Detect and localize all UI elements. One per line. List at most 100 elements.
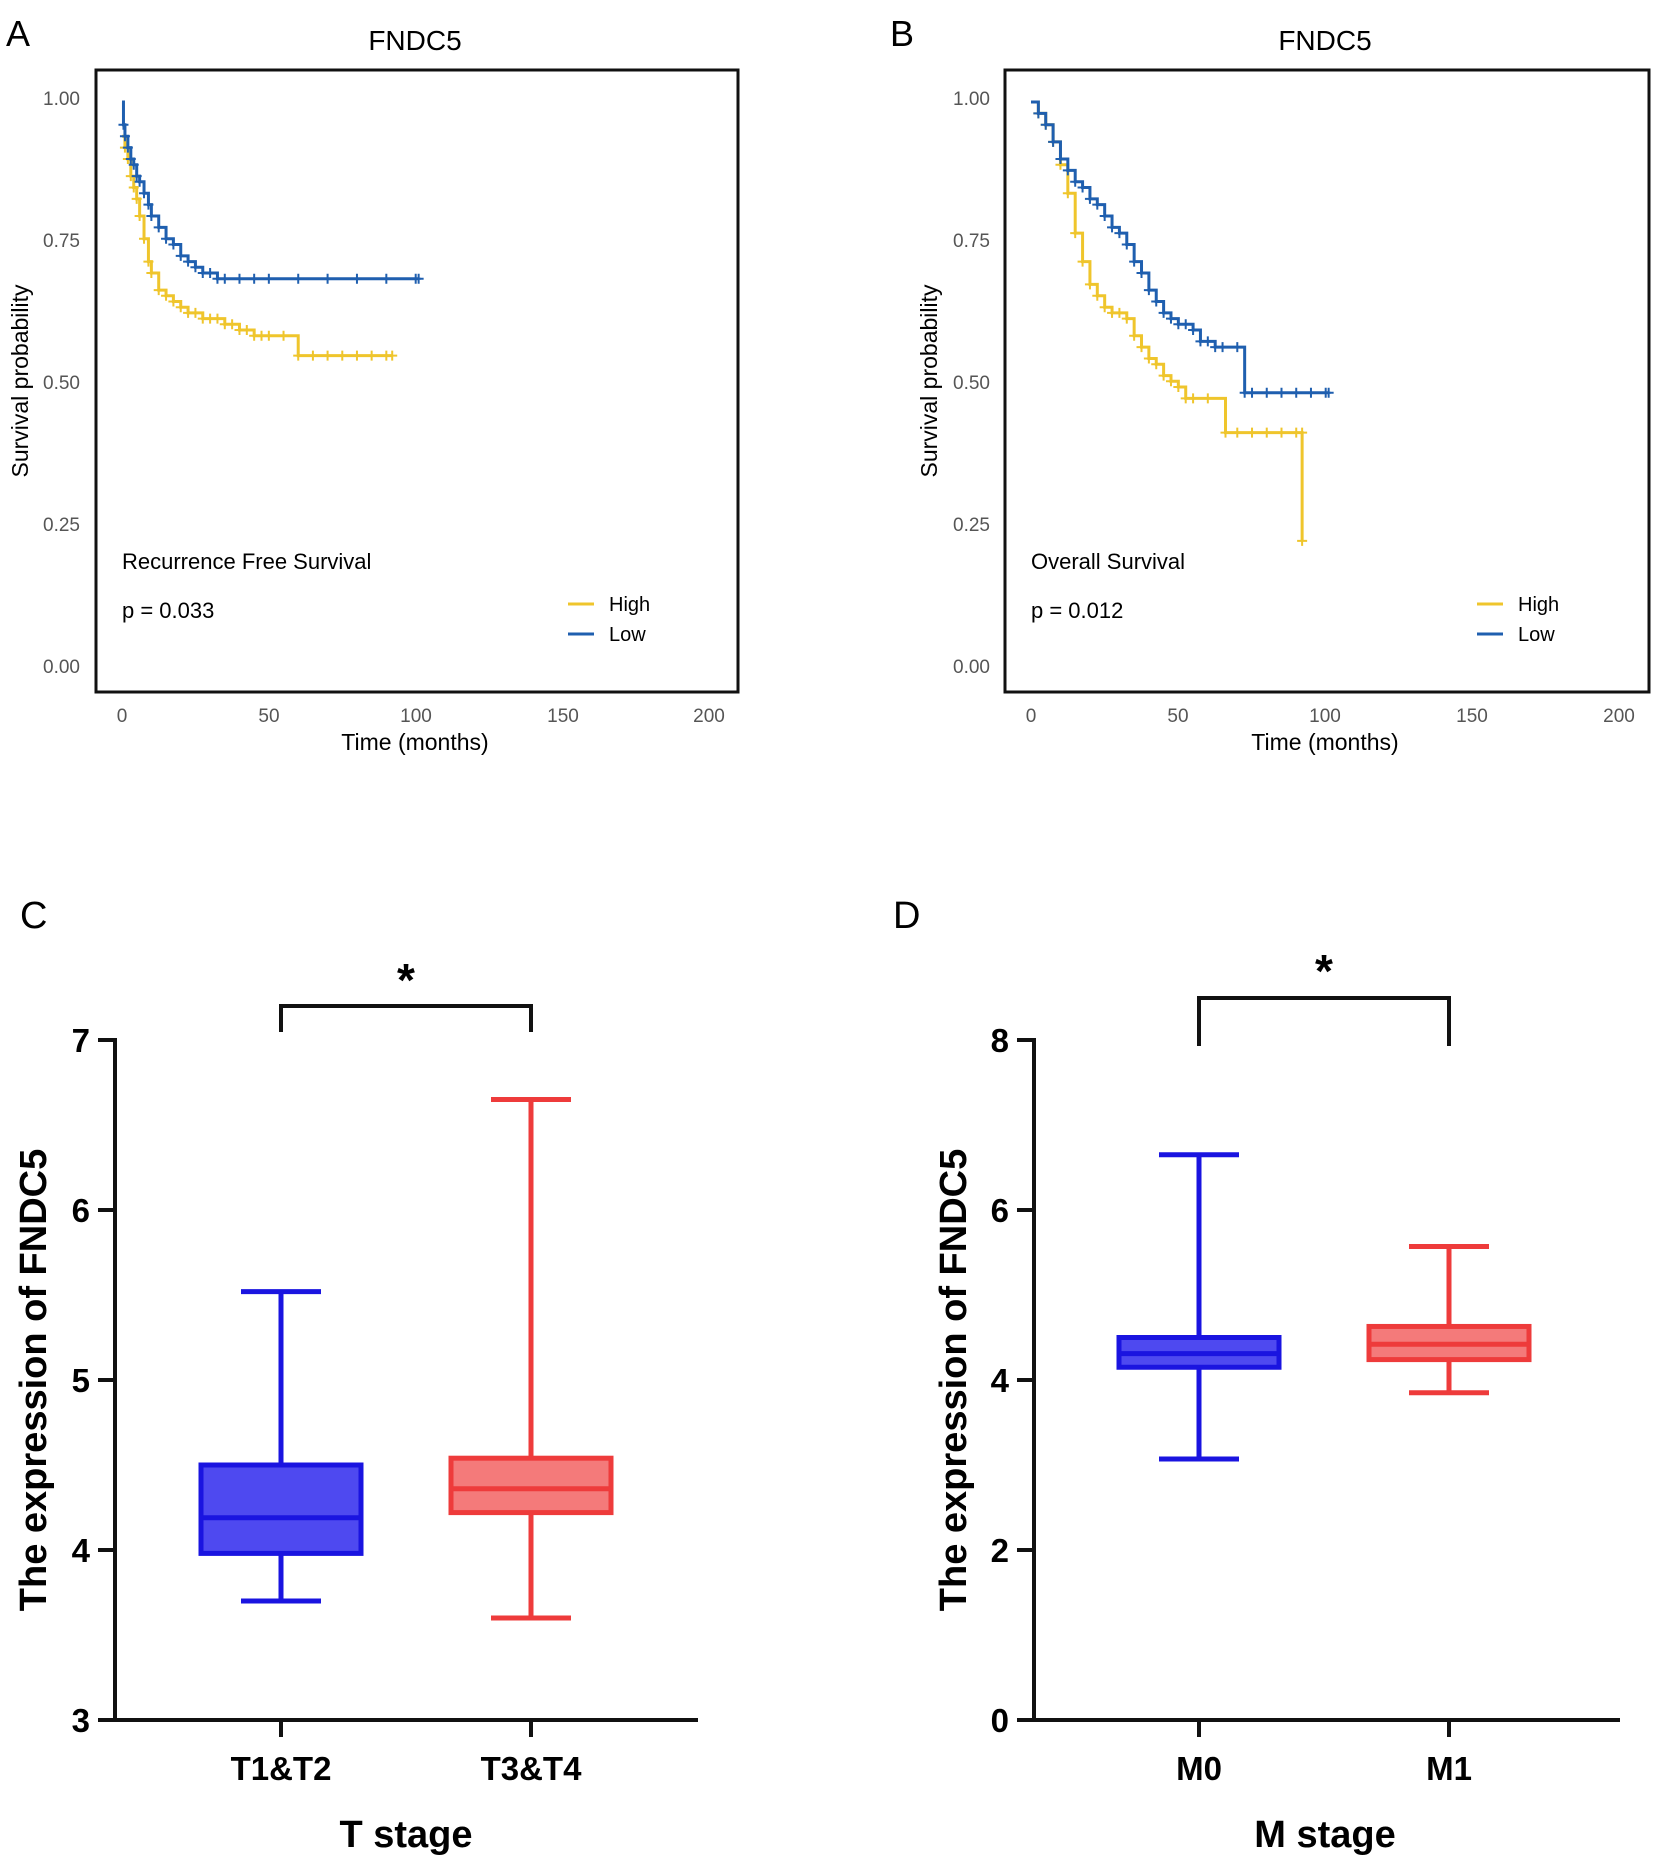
- censor-mark: [1173, 382, 1184, 392]
- x-tick-label: 150: [547, 706, 579, 727]
- survival-type-label: Recurrence Free Survival: [122, 549, 371, 574]
- x-tick-label: M0: [1176, 1750, 1222, 1787]
- y-tick-label: 0.50: [43, 373, 80, 394]
- significance-marker: *: [1315, 945, 1333, 997]
- panel-c: C 3 4 5 6 7 T1&T2 T3&T4 T stage The expr…: [13, 895, 698, 1856]
- censor-mark: [128, 182, 139, 193]
- censor-mark: [1232, 342, 1243, 353]
- censor-mark: [1220, 427, 1231, 438]
- censor-mark: [1143, 353, 1154, 364]
- censor-mark: [413, 273, 424, 284]
- panel-label: A: [6, 13, 30, 54]
- boxplot: [198, 1097, 614, 1621]
- censor-mark: [1070, 176, 1081, 187]
- censor-mark: [168, 296, 179, 307]
- censor-mark: [1276, 427, 1287, 438]
- significance-bracket: [1197, 996, 1451, 1046]
- y-tick-label: 0.25: [43, 515, 80, 536]
- panel-label: C: [20, 895, 47, 937]
- censor-mark: [143, 199, 154, 210]
- censor-mark: [1092, 199, 1103, 210]
- censor-mark: [387, 350, 398, 361]
- y-tick-label: 2: [991, 1532, 1009, 1569]
- x-axis: M0 M1: [1176, 1720, 1472, 1787]
- censor-mark: [1202, 336, 1213, 347]
- x-axis-label: Time (months): [341, 729, 488, 755]
- survival-curves: [118, 100, 424, 361]
- y-tick-label: 1.00: [953, 89, 990, 110]
- censor-mark: [1276, 387, 1287, 398]
- censor-mark: [293, 350, 304, 361]
- censor-mark: [153, 285, 164, 296]
- y-tick-label: 0.75: [43, 231, 80, 252]
- x-tick-label: 200: [693, 706, 725, 727]
- y-tick-label: 0.50: [953, 373, 990, 394]
- censor-mark: [1136, 342, 1147, 353]
- censor-mark: [1323, 387, 1334, 398]
- censor-mark: [249, 273, 260, 284]
- censor-mark: [1121, 313, 1132, 324]
- panel-a: A FNDC5 1.00 0.75 0.50 0.25 0.00 0 50 10…: [6, 13, 740, 755]
- censor-mark: [125, 154, 136, 164]
- y-axis-label: The expression of FNDC5: [13, 1149, 55, 1611]
- censor-mark: [1129, 256, 1140, 267]
- censor-mark: [1084, 279, 1095, 290]
- censor-mark: [1055, 154, 1066, 164]
- y-tick-label: 6: [991, 1192, 1009, 1229]
- censor-mark: [1107, 222, 1118, 233]
- x-tick-label: 200: [1603, 706, 1635, 727]
- censor-mark: [1070, 228, 1081, 239]
- legend-label-high: High: [1518, 594, 1559, 616]
- censor-mark: [146, 268, 157, 278]
- censor-mark: [1232, 427, 1243, 438]
- x-axis-label: M stage: [1254, 1814, 1395, 1856]
- censor-mark: [1136, 268, 1147, 278]
- censor-mark: [219, 273, 230, 284]
- x-tick-label: 100: [1309, 706, 1341, 727]
- chart-title: FNDC5: [1278, 25, 1371, 56]
- censor-mark: [293, 273, 304, 284]
- censor-mark: [1165, 376, 1176, 387]
- y-tick-label: 4: [991, 1362, 1010, 1399]
- x-tick-label: 50: [1167, 706, 1188, 727]
- censor-mark: [190, 307, 201, 318]
- km-curve-high: [1031, 100, 1304, 541]
- censor-mark: [1040, 119, 1051, 130]
- legend-label-high: High: [609, 594, 650, 616]
- y-axis: 1.00 0.75 0.50 0.25 0.00: [43, 89, 80, 678]
- censor-mark: [143, 256, 154, 267]
- censor-mark: [1099, 302, 1110, 313]
- censor-mark: [122, 142, 133, 153]
- censor-mark: [234, 273, 245, 284]
- censor-mark: [1114, 228, 1125, 239]
- censor-mark: [366, 350, 377, 361]
- censor-mark: [1048, 136, 1059, 147]
- x-tick-label: 100: [400, 706, 432, 727]
- censor-mark: [1151, 296, 1162, 307]
- y-tick-label: 7: [72, 1022, 90, 1059]
- censor-mark: [1129, 330, 1140, 341]
- censor-mark: [1121, 239, 1132, 250]
- censor-mark: [161, 290, 172, 301]
- censor-mark: [146, 211, 157, 221]
- y-axis: 3 4 5 6 7: [72, 1022, 115, 1739]
- box-t1-t2: [198, 1462, 364, 1556]
- x-tick-label: 0: [117, 706, 128, 727]
- censor-mark: [153, 222, 164, 233]
- x-tick-label: 50: [258, 706, 279, 727]
- p-value: p = 0.012: [1031, 598, 1123, 623]
- y-axis: 1.00 0.75 0.50 0.25 0.00: [953, 89, 990, 678]
- x-axis: T1&T2 T3&T4: [231, 1720, 582, 1787]
- y-axis-label: Survival probability: [7, 284, 33, 478]
- x-tick-label: 0: [1026, 706, 1037, 727]
- censor-mark: [1099, 211, 1110, 221]
- censor-mark: [263, 330, 274, 341]
- censor-mark: [1077, 182, 1088, 193]
- censor-mark: [1062, 165, 1073, 176]
- x-axis: 0 50 100 150 200: [117, 706, 725, 727]
- censor-mark: [128, 159, 139, 170]
- censor-mark: [1261, 387, 1272, 398]
- censor-mark: [1188, 325, 1199, 335]
- significance-marker: *: [397, 954, 415, 1006]
